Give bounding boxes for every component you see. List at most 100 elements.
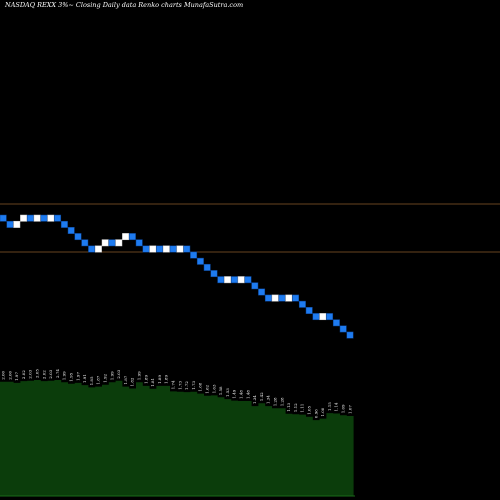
volume-label: 1.99: [137, 371, 142, 380]
renko-brick-down: [190, 251, 198, 259]
renko-brick-up: [285, 294, 293, 302]
renko-brick-down: [196, 257, 204, 265]
renko-brick-down: [108, 239, 116, 247]
renko-brick-down: [312, 313, 320, 321]
volume-label: 1.81: [150, 378, 155, 387]
volume-label: 1.48: [239, 390, 244, 399]
renko-brick-up: [237, 276, 245, 284]
renko-brick-down: [40, 214, 48, 222]
renko-brick-up: [224, 276, 232, 284]
volume-label: 1.05: [307, 405, 312, 414]
renko-brick-up: [149, 245, 157, 253]
volume-label: 1.62: [205, 384, 210, 393]
volume-label: 1.91: [82, 374, 87, 383]
renko-brick-down: [60, 220, 68, 228]
volume-label: 1.14: [334, 402, 339, 411]
renko-brick-down: [142, 245, 150, 253]
volume-label: 1.58: [218, 386, 223, 395]
volume-label: 1.53: [225, 388, 230, 397]
renko-brick-down: [67, 227, 75, 234]
renko-brick-up: [13, 220, 21, 228]
volume-label: 1.99: [62, 371, 67, 380]
volume-label: 1.63: [211, 384, 216, 393]
volume-label: 1.11: [300, 404, 305, 413]
renko-brick-down: [258, 288, 266, 296]
renko-brick-down: [128, 233, 136, 241]
volume-label: 1.92: [103, 373, 108, 382]
volume-label: 1.00: [320, 407, 325, 416]
renko-brick-down: [339, 325, 347, 333]
volume-label: 1.89: [143, 375, 148, 384]
renko-brick-up: [162, 245, 170, 253]
renko-brick-down: [217, 276, 225, 284]
volume-label: 1.07: [347, 405, 352, 414]
renko-brick-down: [251, 282, 259, 290]
renko-brick-down: [135, 239, 143, 247]
volume-label: 1.85: [89, 376, 94, 385]
volume-label: 1.34: [266, 395, 271, 404]
renko-brick-up: [33, 214, 41, 222]
renko-brick-down: [326, 313, 334, 321]
volume-label: 0.96: [313, 409, 318, 418]
volume-label: 2.03: [116, 369, 121, 378]
volume-label: 1.89: [157, 375, 162, 384]
renko-brick-down: [169, 245, 177, 253]
renko-brick-up: [94, 245, 102, 253]
volume-label: 1.89: [164, 375, 169, 384]
volume-label: 1.87: [96, 375, 101, 384]
volume-label: 1.12: [293, 403, 298, 412]
volume-label: 1.28: [273, 397, 278, 406]
volume-label: 2.74: [55, 369, 60, 378]
renko-brick-down: [278, 294, 286, 302]
renko-brick-down: [74, 233, 82, 241]
renko-brick-down: [244, 276, 252, 284]
renko-brick-down: [210, 270, 218, 278]
volume-label: 1.72: [184, 381, 189, 390]
renko-brick-up: [20, 214, 28, 222]
renko-brick-down: [203, 263, 211, 271]
volume-area: [0, 380, 355, 497]
renko-brick-down: [26, 214, 34, 222]
renko-brick-down: [81, 239, 89, 247]
renko-brick-up: [47, 214, 55, 222]
renko-brick-up: [122, 233, 130, 241]
renko-brick-down: [292, 294, 300, 302]
renko-brick-down: [346, 331, 354, 339]
volume-label: 1.28: [279, 397, 284, 406]
renko-bricks: [0, 214, 354, 339]
resistance-lines: [0, 203, 500, 253]
volume-label: 1.48: [245, 390, 250, 399]
renko-brick-down: [54, 214, 62, 222]
renko-brick-down: [0, 214, 7, 222]
renko-brick-down: [264, 294, 272, 302]
volume-label: 1.73: [191, 380, 196, 389]
volume-label: 2.02: [41, 370, 46, 379]
renko-brick-up: [101, 239, 109, 247]
volume-label: 1.82: [130, 377, 135, 386]
volume-label: 1.97: [75, 372, 80, 381]
renko-brick-down: [298, 300, 306, 308]
renko-brick-down: [332, 319, 340, 327]
volume-label: 2.00: [1, 370, 6, 379]
volume-label: 2.02: [21, 370, 26, 379]
renko-brick-up: [115, 239, 123, 247]
volume-label: 1.42: [259, 392, 264, 401]
volume-label: 1.73: [177, 380, 182, 389]
volume-label: 1.68: [198, 382, 203, 391]
volume-label: 1.74: [171, 380, 176, 389]
volume-label: 1.49: [232, 389, 237, 398]
volume-label: 2.03: [28, 369, 33, 378]
renko-brick-down: [88, 245, 96, 253]
renko-brick-up: [176, 245, 184, 253]
volume-label: 1.99: [109, 371, 114, 380]
volume-label: 1.09: [341, 404, 346, 413]
volume-label: 1.97: [14, 372, 19, 381]
renko-brick-down: [230, 276, 238, 284]
volume-label: 1.87: [123, 375, 128, 384]
volume-label: 1.15: [327, 402, 332, 411]
volume-area-shape: [0, 380, 354, 496]
volume-label: 1.13: [286, 402, 291, 411]
renko-brick-down: [183, 245, 191, 253]
renko-brick-up: [319, 313, 327, 321]
